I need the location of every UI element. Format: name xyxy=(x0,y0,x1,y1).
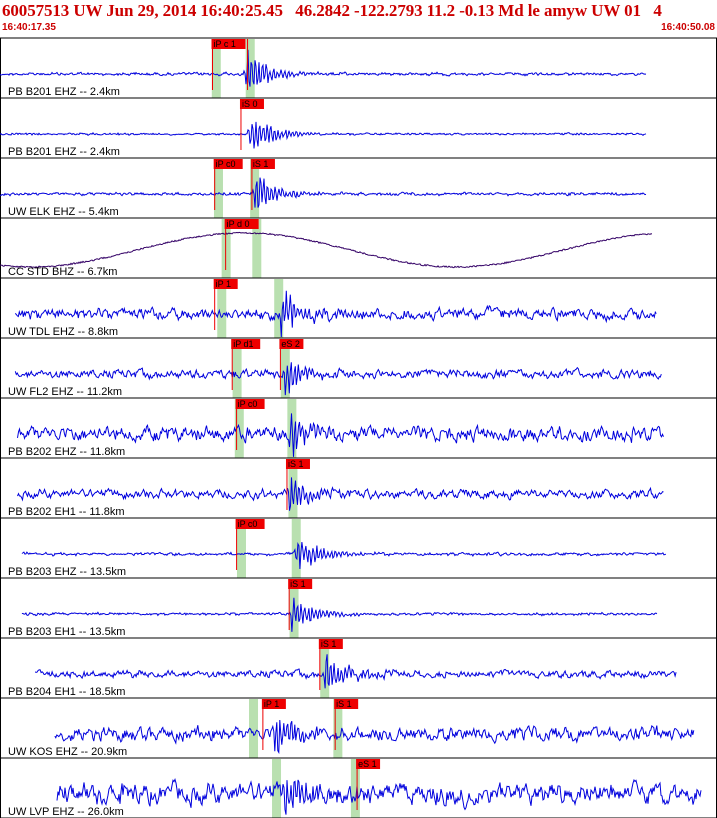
pick-flag[interactable] xyxy=(279,339,304,349)
station-label: PB B202 EHZ -- 11.8km xyxy=(8,446,125,458)
pick-flag[interactable] xyxy=(288,579,313,589)
pick-label: iS 1 xyxy=(290,579,306,589)
pick-label: iP 1 xyxy=(216,279,231,289)
pick-window-band xyxy=(350,759,360,818)
pick-label: iS 1 xyxy=(253,159,269,169)
pick-flag[interactable] xyxy=(211,39,246,49)
pick-flag[interactable] xyxy=(356,759,381,769)
station-label: PB B204 EH1 -- 18.5km xyxy=(8,686,125,698)
trace-row[interactable]: iP c0 PB B203 EHZ -- 13.5km xyxy=(0,519,717,579)
pick-window-band xyxy=(252,219,262,278)
trace-row[interactable]: iP d 0 CC STD BHZ -- 6.7km xyxy=(0,219,717,279)
pick-flag[interactable] xyxy=(285,459,310,469)
pick-flag[interactable] xyxy=(235,399,265,409)
pick-label: iP c0 xyxy=(238,519,258,529)
pick-window-band xyxy=(288,459,298,518)
pick-window-band xyxy=(289,579,299,638)
station-label: UW KOS EHZ -- 20.9km xyxy=(8,746,127,758)
pick-flag[interactable] xyxy=(231,339,261,349)
trace-row[interactable]: iS 1 PB B203 EH1 -- 13.5km xyxy=(0,579,717,639)
waveform xyxy=(54,719,695,755)
waveform xyxy=(14,290,657,338)
waveform xyxy=(21,541,667,570)
pick-window-band xyxy=(217,279,227,338)
pick-window-band xyxy=(280,339,290,398)
end-time-label: 16:40:50.08 xyxy=(661,22,715,33)
pick-flag[interactable] xyxy=(334,699,359,709)
pick-window-band xyxy=(272,759,282,818)
pick-label: iP 1 xyxy=(264,699,279,709)
pick-window-band xyxy=(320,639,330,698)
pick-window-band xyxy=(213,159,223,218)
trace-row[interactable]: iS 1 PB B204 EH1 -- 18.5km xyxy=(0,639,717,699)
pick-label: iP c0 xyxy=(238,399,258,409)
pick-window-band xyxy=(211,39,221,98)
pick-flag[interactable] xyxy=(318,639,343,649)
trace-row[interactable]: iS 1 PB B202 EH1 -- 11.8km xyxy=(0,459,717,519)
trace-row[interactable]: eS 1 UW LVP EHZ -- 26.0km xyxy=(0,759,717,818)
pick-label: iP c0 xyxy=(216,159,236,169)
station-label: PB B202 EH1 -- 11.8km xyxy=(8,506,125,518)
waveform xyxy=(0,121,647,149)
pick-label: iS 1 xyxy=(321,639,337,649)
trace-row[interactable]: iP 1 UW TDL EHZ -- 8.8km xyxy=(0,279,717,339)
trace-row[interactable]: iP c0 iS 1 UW ELK EHZ -- 5.4km xyxy=(0,159,717,219)
trace-row[interactable]: iP d1 eS 2 UW FL2 EHZ -- 11.2km xyxy=(0,339,717,399)
trace-row[interactable]: iP c 1 PB B201 EHZ -- 2.4km xyxy=(0,39,717,99)
trace-row[interactable]: iP 1 iS 1 UW KOS EHZ -- 20.9km xyxy=(0,699,717,759)
station-label: UW LVP EHZ -- 26.0km xyxy=(8,806,124,818)
trace-row[interactable]: iS 0 PB B201 EHZ -- 2.4km xyxy=(0,99,717,159)
pick-label: eS 2 xyxy=(281,339,300,349)
waveform xyxy=(34,654,677,689)
trace-row[interactable]: iP c0 PB B202 EHZ -- 11.8km xyxy=(0,399,717,459)
station-label: PB B201 EHZ -- 2.4km xyxy=(8,86,120,98)
pick-window-band xyxy=(250,159,260,218)
waveform xyxy=(21,597,658,632)
station-label: UW ELK EHZ -- 5.4km xyxy=(8,206,119,218)
waveform xyxy=(0,177,647,208)
station-label: PB B203 EH1 -- 13.5km xyxy=(8,626,125,638)
pick-label: iS 1 xyxy=(288,459,304,469)
waveform xyxy=(56,777,702,815)
event-header: 60057513 UW Jun 29, 2014 16:40:25.45 46.… xyxy=(2,1,662,20)
pick-flag[interactable] xyxy=(239,99,264,109)
pick-window-band xyxy=(245,39,255,98)
pick-window-band xyxy=(333,699,343,758)
pick-label: iP c 1 xyxy=(213,39,235,49)
pick-window-band xyxy=(274,279,284,338)
pick-label: iP d1 xyxy=(233,339,253,349)
pick-flag[interactable] xyxy=(224,219,259,229)
waveform xyxy=(0,49,647,87)
pick-window-band xyxy=(232,339,242,398)
pick-label: iS 1 xyxy=(336,699,352,709)
pick-flag[interactable] xyxy=(261,699,286,709)
station-label: UW FL2 EHZ -- 11.2km xyxy=(8,386,122,398)
pick-window-band xyxy=(291,519,301,578)
pick-window-band xyxy=(249,699,259,758)
pick-flag[interactable] xyxy=(213,159,243,169)
station-label: CC STD BHZ -- 6.7km xyxy=(8,266,117,278)
pick-label: eS 1 xyxy=(358,759,377,769)
pick-flag[interactable] xyxy=(213,279,238,289)
station-label: PB B203 EHZ -- 13.5km xyxy=(8,566,126,578)
pick-label: iP d 0 xyxy=(227,219,250,229)
pick-flag[interactable] xyxy=(250,159,275,169)
waveform xyxy=(14,362,662,396)
waveform xyxy=(17,477,664,511)
station-label: UW TDL EHZ -- 8.8km xyxy=(8,326,118,338)
start-time-label: 16:40:17.35 xyxy=(2,22,56,33)
waveform xyxy=(17,413,664,457)
station-label: PB B201 EHZ -- 2.4km xyxy=(8,146,120,158)
waveform xyxy=(0,231,653,269)
pick-flag[interactable] xyxy=(235,519,265,529)
pick-window-band xyxy=(236,519,246,578)
pick-label: iS 0 xyxy=(242,99,258,109)
